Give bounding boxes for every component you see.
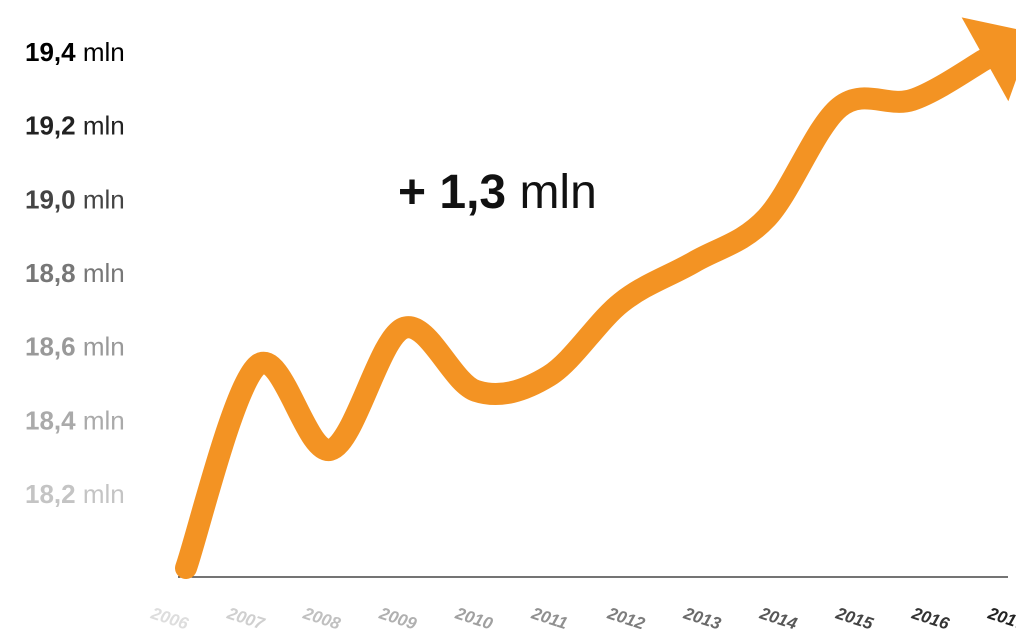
annotation-number: 1,3: [439, 166, 506, 219]
y-tick-unit: mln: [76, 37, 125, 67]
y-tick-label: 19,4 mln: [25, 37, 125, 67]
y-tick-label: 18,2 mln: [25, 479, 125, 509]
y-tick-unit: mln: [76, 479, 125, 509]
x-tick-label: 2013: [680, 603, 723, 629]
annotation-prefix: +: [398, 166, 439, 219]
x-tick-label: 2011: [528, 603, 570, 629]
y-tick-label: 19,0 mln: [25, 184, 125, 214]
arrow-head-icon: [961, 17, 1016, 102]
y-tick-unit: mln: [76, 332, 125, 362]
x-tick-label: 2008: [300, 603, 343, 629]
y-tick-unit: mln: [76, 184, 125, 214]
y-tick-number: 18,2: [25, 479, 76, 509]
y-tick-unit: mln: [76, 405, 125, 435]
y-tick-unit: mln: [76, 258, 125, 288]
x-tick-label: 2009: [376, 603, 419, 629]
x-tick-label: 2014: [757, 603, 800, 629]
x-tick-label: 2010: [452, 603, 495, 629]
y-tick-label: 18,6 mln: [25, 332, 125, 362]
x-tick-label: 2016: [909, 603, 952, 629]
y-tick-number: 19,2: [25, 111, 76, 141]
y-tick-number: 18,8: [25, 258, 76, 288]
y-tick-label: 19,2 mln: [25, 111, 125, 141]
y-tick-label: 18,4 mln: [25, 405, 125, 435]
y-tick-unit: mln: [76, 111, 125, 141]
series-line: [175, 48, 996, 579]
annotation-unit: mln: [506, 166, 597, 219]
y-tick-number: 19,4: [25, 37, 76, 67]
x-tick-label: 2012: [604, 603, 647, 629]
x-tick-label: 2006: [148, 603, 191, 629]
x-axis-labels: 2006 2007 2008 2009 2010 2011 2012 2013 2014 2015…: [148, 603, 1016, 629]
y-tick-number: 18,4: [25, 405, 76, 435]
x-tick-label: 2017: [985, 603, 1016, 629]
y-tick-number: 19,0: [25, 184, 76, 214]
x-tick-label: 2007: [224, 603, 268, 629]
y-tick-label: 18,8 mln: [25, 258, 125, 288]
x-tick-label: 2015: [833, 603, 876, 629]
total-growth-annotation: + 1,3 mln: [398, 166, 597, 219]
y-tick-number: 18,6: [25, 332, 76, 362]
